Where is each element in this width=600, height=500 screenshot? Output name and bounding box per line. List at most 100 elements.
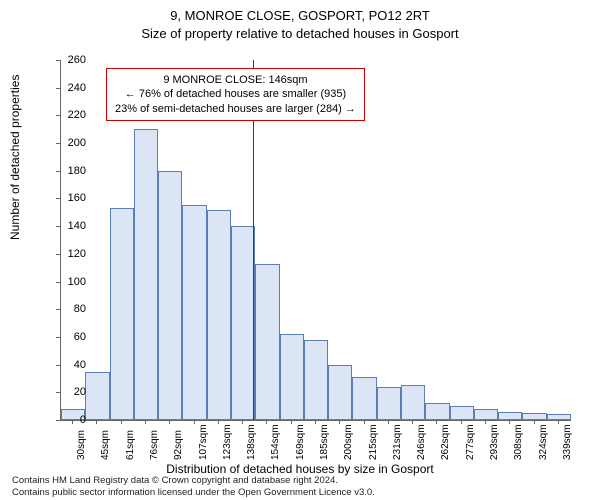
footer-line-1: Contains HM Land Registry data © Crown c… [12, 475, 375, 486]
y-tick-label: 40 [46, 360, 86, 371]
footer-line-2: Contains public sector information licen… [12, 487, 375, 498]
y-tick-label: 120 [46, 249, 86, 260]
footer: Contains HM Land Registry data © Crown c… [12, 475, 375, 498]
histogram-bar [401, 385, 425, 420]
info-line-3: 23% of semi-detached houses are larger (… [115, 102, 356, 116]
histogram-bar [450, 406, 474, 420]
y-tick-label: 160 [46, 193, 86, 204]
x-tick-label: 200sqm [343, 424, 354, 460]
y-tick-label: 240 [46, 83, 86, 94]
x-tick-label: 339sqm [562, 424, 573, 460]
histogram-bar [522, 413, 546, 420]
y-tick-label: 0 [46, 415, 86, 426]
x-tick-label: 92sqm [173, 430, 184, 460]
y-tick-label: 180 [46, 166, 86, 177]
histogram-bar [474, 409, 498, 420]
x-tick-mark [291, 420, 292, 424]
y-tick-mark [56, 254, 60, 255]
y-tick-mark [56, 226, 60, 227]
x-tick-label: 277sqm [465, 424, 476, 460]
x-tick-label: 45sqm [100, 430, 111, 460]
x-tick-label: 169sqm [295, 424, 306, 460]
x-tick-mark [242, 420, 243, 424]
x-tick-label: 154sqm [270, 424, 281, 460]
y-tick-mark [56, 309, 60, 310]
y-tick-mark [56, 282, 60, 283]
x-tick-label: 30sqm [76, 430, 87, 460]
x-tick-mark [194, 420, 195, 424]
histogram-bar [182, 205, 206, 420]
x-tick-mark [558, 420, 559, 424]
info-line-2: ← 76% of detached houses are smaller (93… [115, 87, 356, 101]
x-tick-mark [534, 420, 535, 424]
y-tick-mark [56, 171, 60, 172]
histogram-bar [498, 412, 522, 420]
x-tick-mark [339, 420, 340, 424]
x-tick-mark [485, 420, 486, 424]
histogram-bar [134, 129, 158, 420]
x-tick-label: 262sqm [440, 424, 451, 460]
histogram-bar [304, 340, 328, 420]
histogram-bar [158, 171, 182, 420]
y-tick-mark [56, 60, 60, 61]
y-tick-mark [56, 365, 60, 366]
histogram-bar [255, 264, 279, 420]
marker-info-box: 9 MONROE CLOSE: 146sqm ← 76% of detached… [106, 68, 365, 121]
x-tick-label: 61sqm [125, 430, 136, 460]
x-axis-label: Distribution of detached houses by size … [0, 462, 600, 476]
x-tick-mark [169, 420, 170, 424]
histogram-bar [425, 403, 449, 420]
x-tick-mark [72, 420, 73, 424]
x-tick-label: 123sqm [222, 424, 233, 460]
x-tick-label: 138sqm [246, 424, 257, 460]
x-tick-mark [96, 420, 97, 424]
y-tick-label: 140 [46, 221, 86, 232]
x-tick-label: 76sqm [149, 430, 160, 460]
histogram-bar [280, 334, 304, 420]
x-tick-mark [461, 420, 462, 424]
x-tick-mark [145, 420, 146, 424]
y-tick-label: 20 [46, 387, 86, 398]
x-tick-mark [509, 420, 510, 424]
y-tick-mark [56, 392, 60, 393]
y-tick-label: 80 [46, 304, 86, 315]
x-tick-mark [364, 420, 365, 424]
x-tick-mark [218, 420, 219, 424]
y-tick-mark [56, 143, 60, 144]
histogram-bar [328, 365, 352, 420]
x-tick-mark [436, 420, 437, 424]
histogram-bar [231, 226, 255, 420]
page-subtitle: Size of property relative to detached ho… [0, 26, 600, 41]
x-tick-label: 231sqm [392, 424, 403, 460]
y-tick-label: 100 [46, 277, 86, 288]
histogram-bar [207, 210, 231, 420]
x-tick-mark [266, 420, 267, 424]
x-tick-mark [412, 420, 413, 424]
x-tick-mark [315, 420, 316, 424]
histogram-bar [85, 372, 109, 420]
x-tick-mark [121, 420, 122, 424]
y-tick-mark [56, 420, 60, 421]
x-tick-label: 185sqm [319, 424, 330, 460]
histogram-bar [110, 208, 134, 420]
y-tick-label: 200 [46, 138, 86, 149]
y-tick-mark [56, 198, 60, 199]
page-title: 9, MONROE CLOSE, GOSPORT, PO12 2RT [0, 8, 600, 23]
x-tick-label: 246sqm [416, 424, 427, 460]
x-tick-label: 308sqm [513, 424, 524, 460]
x-tick-label: 107sqm [198, 424, 209, 460]
y-tick-mark [56, 115, 60, 116]
y-axis-label: Number of detached properties [8, 75, 22, 240]
histogram-bar [547, 414, 571, 420]
y-tick-label: 220 [46, 110, 86, 121]
y-tick-mark [56, 337, 60, 338]
y-tick-mark [56, 88, 60, 89]
y-tick-label: 260 [46, 55, 86, 66]
x-tick-mark [388, 420, 389, 424]
x-tick-label: 215sqm [368, 424, 379, 460]
x-tick-label: 324sqm [538, 424, 549, 460]
info-line-1: 9 MONROE CLOSE: 146sqm [115, 73, 356, 87]
y-tick-label: 60 [46, 332, 86, 343]
histogram-bar [377, 387, 401, 420]
histogram-bar [352, 377, 376, 420]
